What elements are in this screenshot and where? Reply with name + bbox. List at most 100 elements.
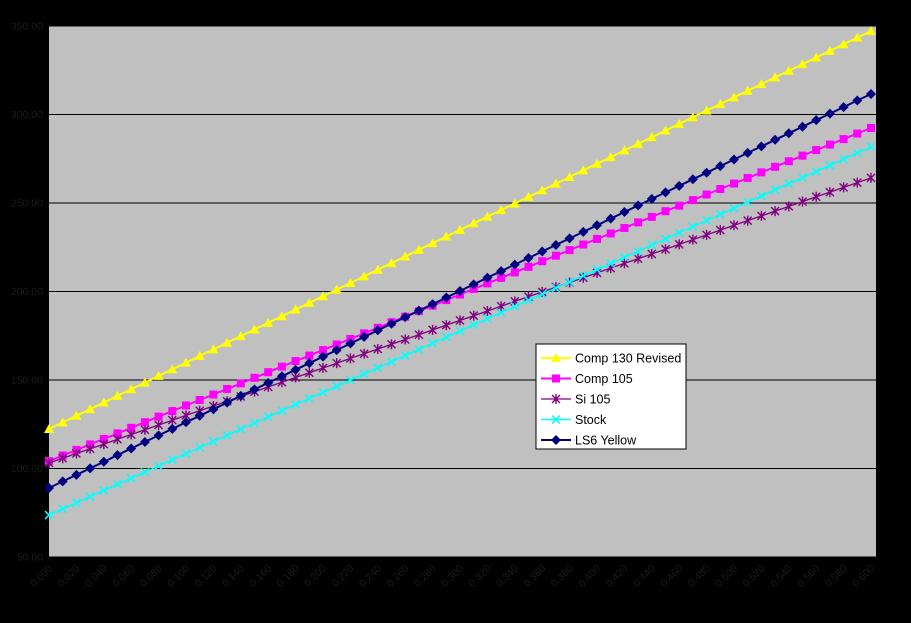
diamond-marker[interactable] bbox=[290, 364, 301, 375]
square-marker[interactable] bbox=[579, 240, 588, 249]
x-marker[interactable] bbox=[825, 160, 835, 170]
diamond-marker[interactable] bbox=[359, 331, 370, 342]
asterisk-marker[interactable] bbox=[373, 344, 383, 355]
diamond-marker[interactable] bbox=[797, 121, 808, 132]
triangle-marker[interactable] bbox=[852, 32, 863, 42]
x-marker[interactable] bbox=[167, 455, 177, 465]
diamond-marker[interactable] bbox=[304, 358, 315, 369]
triangle-marker[interactable] bbox=[441, 231, 452, 241]
asterisk-marker[interactable] bbox=[647, 248, 657, 259]
series-comp-130-revised[interactable] bbox=[44, 25, 876, 434]
asterisk-marker[interactable] bbox=[825, 187, 835, 198]
diamond-marker[interactable] bbox=[208, 404, 219, 415]
square-marker[interactable] bbox=[332, 340, 341, 349]
x-marker[interactable] bbox=[44, 510, 54, 520]
square-marker[interactable] bbox=[593, 234, 601, 243]
triangle-marker[interactable] bbox=[139, 377, 150, 387]
diamond-marker[interactable] bbox=[496, 266, 507, 277]
diamond-marker[interactable] bbox=[509, 259, 520, 270]
diamond-marker[interactable] bbox=[71, 469, 82, 480]
triangle-marker[interactable] bbox=[290, 304, 301, 314]
triangle-marker[interactable] bbox=[619, 145, 630, 155]
diamond-marker[interactable] bbox=[482, 272, 493, 283]
x-marker[interactable] bbox=[715, 209, 725, 219]
square-marker[interactable] bbox=[551, 251, 560, 260]
square-marker[interactable] bbox=[223, 384, 232, 393]
asterisk-marker[interactable] bbox=[387, 339, 396, 350]
x-marker[interactable] bbox=[428, 338, 438, 348]
asterisk-marker[interactable] bbox=[551, 394, 561, 404]
asterisk-marker[interactable] bbox=[428, 324, 438, 335]
diamond-marker[interactable] bbox=[455, 285, 465, 296]
square-marker[interactable] bbox=[620, 223, 629, 232]
square-marker[interactable] bbox=[127, 423, 136, 432]
x-marker[interactable] bbox=[482, 314, 492, 324]
triangle-marker[interactable] bbox=[646, 132, 657, 142]
triangle-marker[interactable] bbox=[783, 65, 794, 75]
x-marker[interactable] bbox=[332, 381, 342, 391]
asterisk-marker[interactable] bbox=[839, 182, 849, 193]
square-marker[interactable] bbox=[812, 146, 821, 155]
diamond-marker[interactable] bbox=[318, 351, 328, 362]
x-marker[interactable] bbox=[71, 498, 81, 508]
asterisk-marker[interactable] bbox=[44, 458, 54, 469]
asterisk-marker[interactable] bbox=[798, 196, 807, 207]
square-marker[interactable] bbox=[853, 129, 862, 138]
triangle-marker[interactable] bbox=[838, 39, 849, 49]
diamond-marker[interactable] bbox=[331, 345, 342, 356]
x-marker[interactable] bbox=[606, 258, 616, 268]
triangle-marker[interactable] bbox=[331, 284, 342, 294]
diamond-marker[interactable] bbox=[44, 482, 54, 493]
diamond-marker[interactable] bbox=[413, 305, 424, 316]
x-marker[interactable] bbox=[359, 369, 369, 379]
x-marker[interactable] bbox=[291, 400, 301, 410]
x-marker[interactable] bbox=[85, 492, 95, 502]
asterisk-marker[interactable] bbox=[126, 429, 136, 440]
diamond-marker[interactable] bbox=[742, 147, 753, 158]
legend-item-ls6-yellow[interactable]: LS6 Yellow bbox=[541, 434, 637, 448]
x-marker[interactable] bbox=[222, 430, 232, 440]
diamond-marker[interactable] bbox=[85, 463, 96, 474]
triangle-marker[interactable] bbox=[482, 211, 493, 221]
square-marker[interactable] bbox=[319, 346, 327, 355]
square-marker[interactable] bbox=[524, 262, 533, 271]
asterisk-marker[interactable] bbox=[167, 415, 177, 426]
triangle-marker[interactable] bbox=[729, 92, 739, 102]
triangle-marker[interactable] bbox=[194, 351, 205, 361]
asterisk-marker[interactable] bbox=[482, 305, 492, 316]
diamond-marker[interactable] bbox=[112, 450, 123, 461]
x-marker[interactable] bbox=[154, 461, 164, 471]
asterisk-marker[interactable] bbox=[811, 191, 821, 202]
triangle-marker[interactable] bbox=[318, 291, 328, 301]
triangle-marker[interactable] bbox=[468, 218, 479, 228]
square-marker[interactable] bbox=[839, 135, 848, 144]
diamond-marker[interactable] bbox=[153, 430, 164, 441]
diamond-marker[interactable] bbox=[249, 384, 260, 395]
square-marker[interactable] bbox=[538, 257, 547, 266]
diamond-marker[interactable] bbox=[619, 207, 630, 218]
triangle-marker[interactable] bbox=[605, 152, 616, 162]
triangle-marker[interactable] bbox=[715, 98, 726, 108]
x-marker[interactable] bbox=[729, 203, 739, 213]
diamond-marker[interactable] bbox=[715, 161, 726, 172]
x-marker[interactable] bbox=[578, 271, 588, 281]
diamond-marker[interactable] bbox=[57, 476, 68, 487]
square-marker[interactable] bbox=[552, 374, 560, 383]
square-marker[interactable] bbox=[702, 190, 711, 199]
x-marker[interactable] bbox=[756, 191, 766, 201]
square-marker[interactable] bbox=[497, 273, 506, 282]
triangle-marker[interactable] bbox=[523, 191, 534, 201]
square-marker[interactable] bbox=[606, 229, 615, 238]
triangle-marker[interactable] bbox=[386, 258, 397, 268]
asterisk-marker[interactable] bbox=[688, 234, 698, 245]
asterisk-marker[interactable] bbox=[633, 253, 643, 264]
x-marker[interactable] bbox=[770, 185, 780, 195]
triangle-marker[interactable] bbox=[208, 344, 219, 354]
x-marker[interactable] bbox=[592, 265, 602, 275]
asterisk-marker[interactable] bbox=[414, 329, 424, 340]
diamond-marker[interactable] bbox=[605, 213, 616, 224]
asterisk-marker[interactable] bbox=[58, 453, 68, 464]
diamond-marker[interactable] bbox=[866, 88, 876, 99]
asterisk-marker[interactable] bbox=[455, 315, 465, 326]
x-marker[interactable] bbox=[797, 173, 808, 183]
